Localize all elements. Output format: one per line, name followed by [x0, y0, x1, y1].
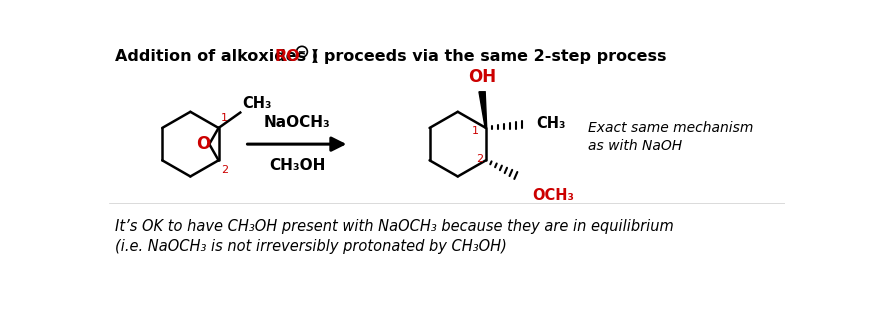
Text: 1: 1	[472, 126, 479, 136]
Text: NaOCH₃: NaOCH₃	[263, 115, 330, 130]
Text: It’s OK to have CH₃OH present with NaOCH₃ because they are in equilibrium: It’s OK to have CH₃OH present with NaOCH…	[115, 219, 674, 234]
Text: (i.e. NaOCH₃ is not irreversibly protonated by CH₃OH): (i.e. NaOCH₃ is not irreversibly protona…	[115, 239, 508, 254]
Text: OCH₃: OCH₃	[533, 188, 575, 203]
Text: 2: 2	[221, 165, 228, 175]
Polygon shape	[479, 92, 487, 128]
Text: ) proceeds via the same 2-step process: ) proceeds via the same 2-step process	[310, 49, 666, 64]
Text: −: −	[298, 47, 306, 57]
Text: as with NaOH: as with NaOH	[588, 139, 682, 153]
Text: RO: RO	[274, 49, 300, 64]
Text: CH₃: CH₃	[536, 116, 566, 131]
Text: 2: 2	[476, 154, 483, 164]
Text: Exact same mechanism: Exact same mechanism	[588, 121, 753, 135]
Text: Addition of alkoxides (: Addition of alkoxides (	[115, 49, 319, 64]
Text: 1: 1	[221, 113, 228, 123]
Text: OH: OH	[468, 68, 496, 86]
Text: CH₃OH: CH₃OH	[269, 158, 325, 173]
Text: CH₃: CH₃	[242, 96, 271, 111]
Text: O: O	[196, 135, 210, 153]
